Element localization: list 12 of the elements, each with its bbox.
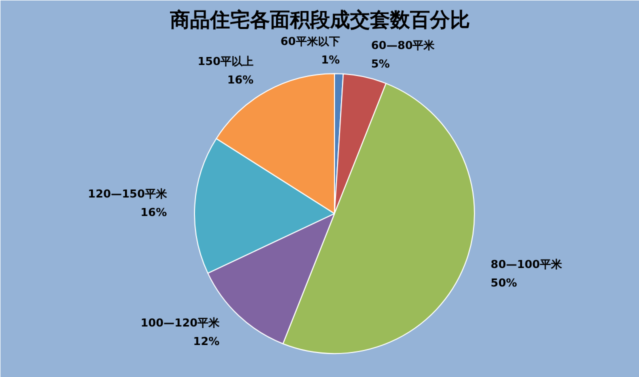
data-label: 12% [193, 335, 220, 348]
slice-label: 120—150平米 [88, 188, 168, 201]
slice-label: 100—120平米 [140, 316, 220, 330]
data-label: 16% [140, 206, 167, 220]
slice-label: 150平以上 [198, 55, 254, 68]
data-label: 5% [371, 57, 390, 70]
chart-title: 商品住宅各面积段成交套数百分比 [169, 8, 470, 32]
data-label: 16% [227, 74, 254, 87]
data-label: 1% [321, 53, 340, 66]
slice-label: 60—80平米 [371, 38, 436, 52]
slice-label: 80—100平米 [490, 258, 563, 271]
data-label: 50% [490, 276, 518, 290]
